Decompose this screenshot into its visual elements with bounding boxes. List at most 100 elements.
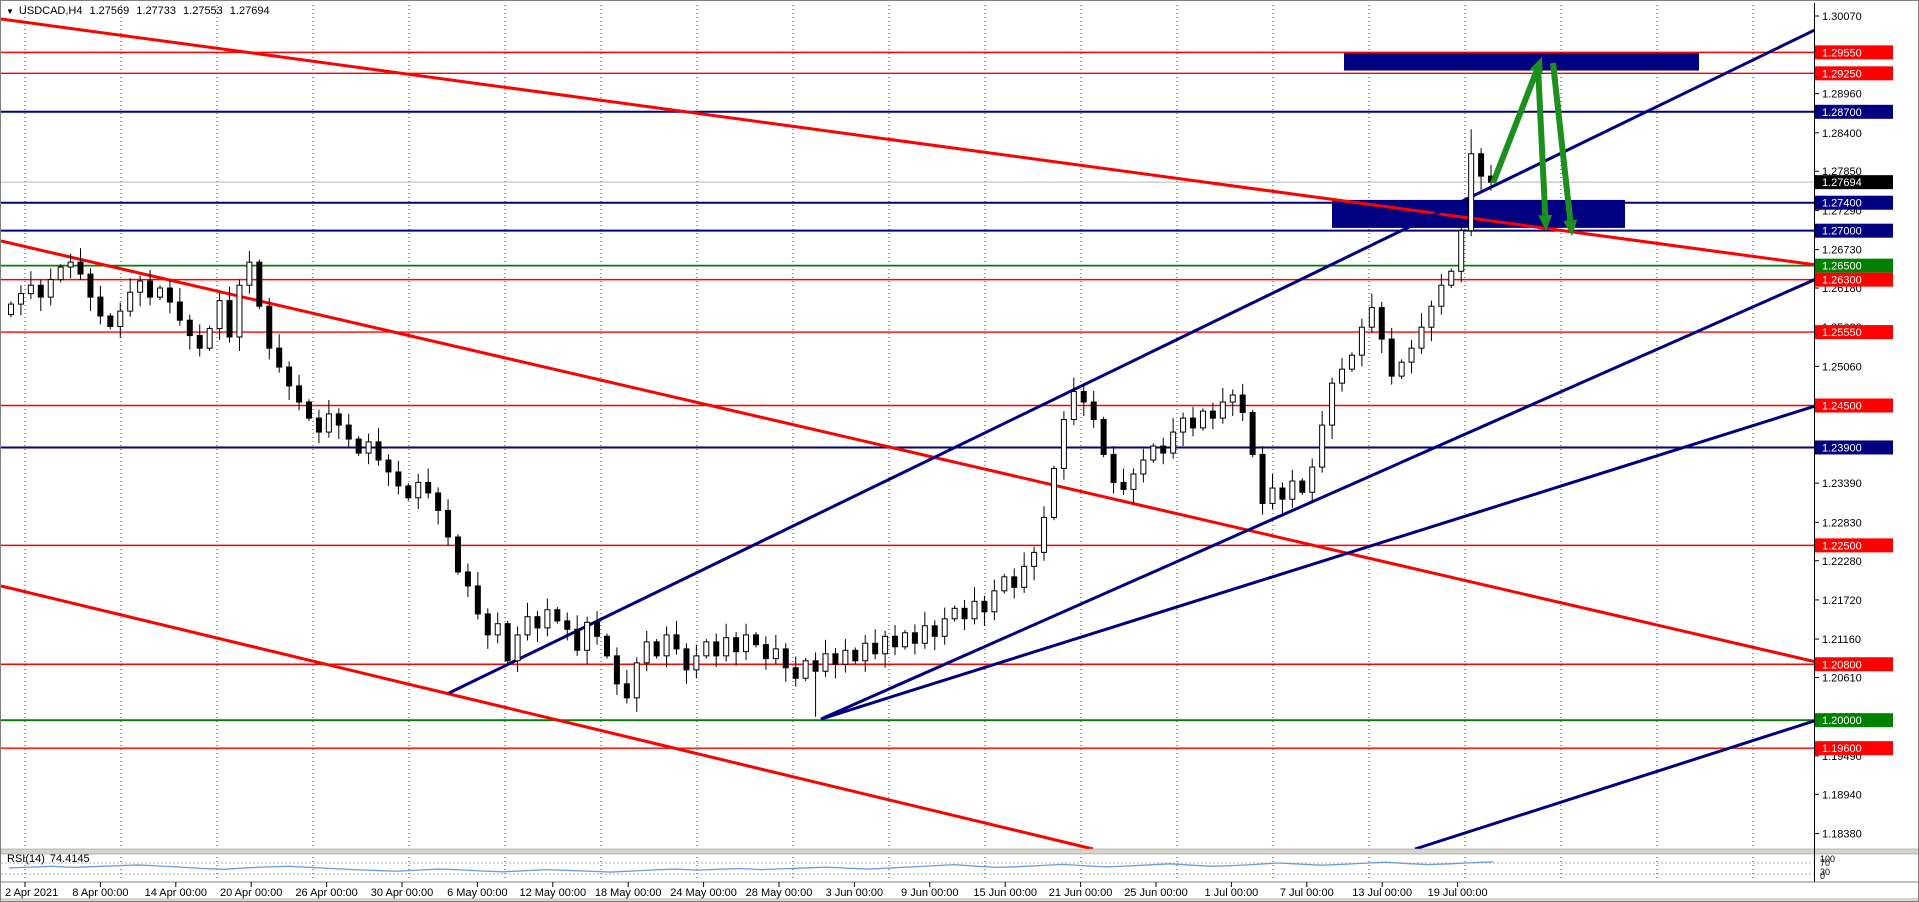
ohlc-open: 1.27569: [89, 5, 130, 17]
candle-body: [872, 642, 879, 655]
candle-body: [286, 366, 293, 387]
zone-rect[interactable]: [1344, 53, 1699, 71]
rsi-axis-label: 0: [1820, 871, 1825, 881]
candle-body: [87, 273, 94, 298]
candle-body: [723, 637, 730, 657]
candle-body: [206, 328, 213, 349]
time-tick-label: 25 Jun 00:00: [1124, 887, 1188, 899]
pane-splitter[interactable]: [1, 848, 1919, 855]
candle-body: [1299, 480, 1306, 493]
candle-body: [216, 300, 223, 330]
candle-body: [454, 536, 461, 573]
candle-body: [1468, 153, 1475, 232]
candle-body: [1229, 394, 1236, 403]
candle-body: [892, 635, 899, 648]
candle-body: [812, 660, 819, 672]
price-level-badge: [1815, 195, 1893, 210]
time-tick-label: 3 Jun 00:00: [826, 887, 884, 899]
price-tick-label: 1.22280: [1822, 556, 1862, 568]
candle-body: [405, 485, 412, 499]
candle-body: [1110, 453, 1117, 483]
candle-body: [335, 413, 342, 426]
candle-body: [1140, 459, 1147, 475]
candle-body: [961, 607, 968, 620]
candle-body: [176, 301, 183, 321]
price-level-badge: [1815, 104, 1893, 119]
time-tick-label: 20 Apr 00:00: [220, 887, 282, 899]
candle-body: [395, 471, 402, 487]
price-level-badge-label: 1.28700: [1822, 107, 1862, 119]
trendline[interactable]: [1, 584, 1094, 851]
candle-body: [693, 655, 700, 671]
trend-arrow-shaft[interactable]: [1535, 66, 1549, 216]
price-level-badge: [1815, 538, 1893, 553]
candle-body: [166, 287, 173, 303]
candle-body: [47, 279, 54, 298]
symbol-ohlc-bar: ▼ USDCAD,H4 1.27569 1.27733 1.27553 1.27…: [6, 5, 277, 17]
rsi-axis-label: 30: [1820, 867, 1830, 877]
candle-body: [1100, 418, 1107, 455]
candle-body: [882, 635, 889, 655]
trend-arrow-head[interactable]: [1563, 219, 1578, 237]
symbol-dropdown-icon[interactable]: ▼: [6, 6, 14, 16]
time-tick-label: 8 Apr 00:00: [72, 887, 128, 899]
plot-area: [1, 1, 1919, 881]
price-tick-label: 1.26730: [1822, 245, 1862, 257]
time-tick-label: 6 May 00:00: [447, 887, 508, 899]
price-level-badge-label: 1.23900: [1822, 442, 1862, 454]
trendline[interactable]: [1, 17, 1919, 279]
candle-body: [305, 401, 312, 419]
candle-body: [266, 305, 273, 349]
trendline[interactable]: [1414, 687, 1919, 851]
candle-body: [1428, 305, 1435, 328]
time-tick-label: 7 Jul 00:00: [1280, 887, 1334, 899]
price-level-badge: [1815, 741, 1893, 756]
candle-body: [1001, 576, 1008, 592]
candle-body: [1279, 487, 1286, 500]
trendline[interactable]: [820, 373, 1919, 721]
candle-body: [1418, 326, 1425, 349]
candle-body: [703, 641, 710, 657]
trendline[interactable]: [1, 239, 1919, 686]
candle-body: [1408, 347, 1415, 363]
candle-body: [534, 616, 541, 629]
candle-body: [733, 637, 740, 653]
candle-body: [1120, 481, 1127, 490]
candle-body: [574, 628, 581, 651]
candle-body: [1339, 368, 1346, 384]
candle-body: [1348, 354, 1355, 370]
window-bottom-edge: [1, 898, 1918, 901]
candle-body: [762, 644, 769, 660]
trendline[interactable]: [820, 233, 1919, 721]
time-tick-label: 9 Jun 00:00: [901, 887, 959, 899]
candle-body: [117, 310, 124, 327]
symbol-title: USDCAD,H4: [18, 5, 83, 17]
time-tick-label: 13 Jul 00:00: [1352, 887, 1412, 899]
candle-body: [663, 634, 670, 657]
ohlc-high: 1.27733: [136, 5, 177, 17]
candle-body: [1438, 284, 1445, 307]
candle-body: [296, 385, 303, 403]
time-tick-label: 12 May 00:00: [519, 887, 586, 899]
candle-body: [425, 481, 432, 494]
price-level-badge: [1815, 258, 1893, 273]
current-price-badge-label: 1.27694: [1822, 177, 1862, 189]
trendline[interactable]: [448, 1, 1891, 695]
candle-body: [1378, 307, 1385, 340]
trend-arrow-head[interactable]: [1538, 214, 1553, 232]
candle-body: [1170, 431, 1177, 454]
price-level-badge: [1815, 223, 1893, 238]
price-level-badge-label: 1.25550: [1822, 327, 1862, 339]
candle-body: [1180, 417, 1187, 433]
price-level-badge: [1815, 657, 1893, 672]
candle-body: [1011, 576, 1018, 588]
trend-arrow-shaft[interactable]: [1490, 70, 1540, 185]
candle-body: [355, 438, 362, 454]
rsi-value: 74.4145: [49, 853, 90, 865]
candle-body: [1259, 453, 1266, 504]
trend-arrow-shaft[interactable]: [1550, 62, 1574, 221]
price-level-badge-label: 1.24500: [1822, 401, 1862, 413]
time-tick-label: 26 Apr 00:00: [295, 887, 357, 899]
candle-body: [1239, 394, 1246, 414]
